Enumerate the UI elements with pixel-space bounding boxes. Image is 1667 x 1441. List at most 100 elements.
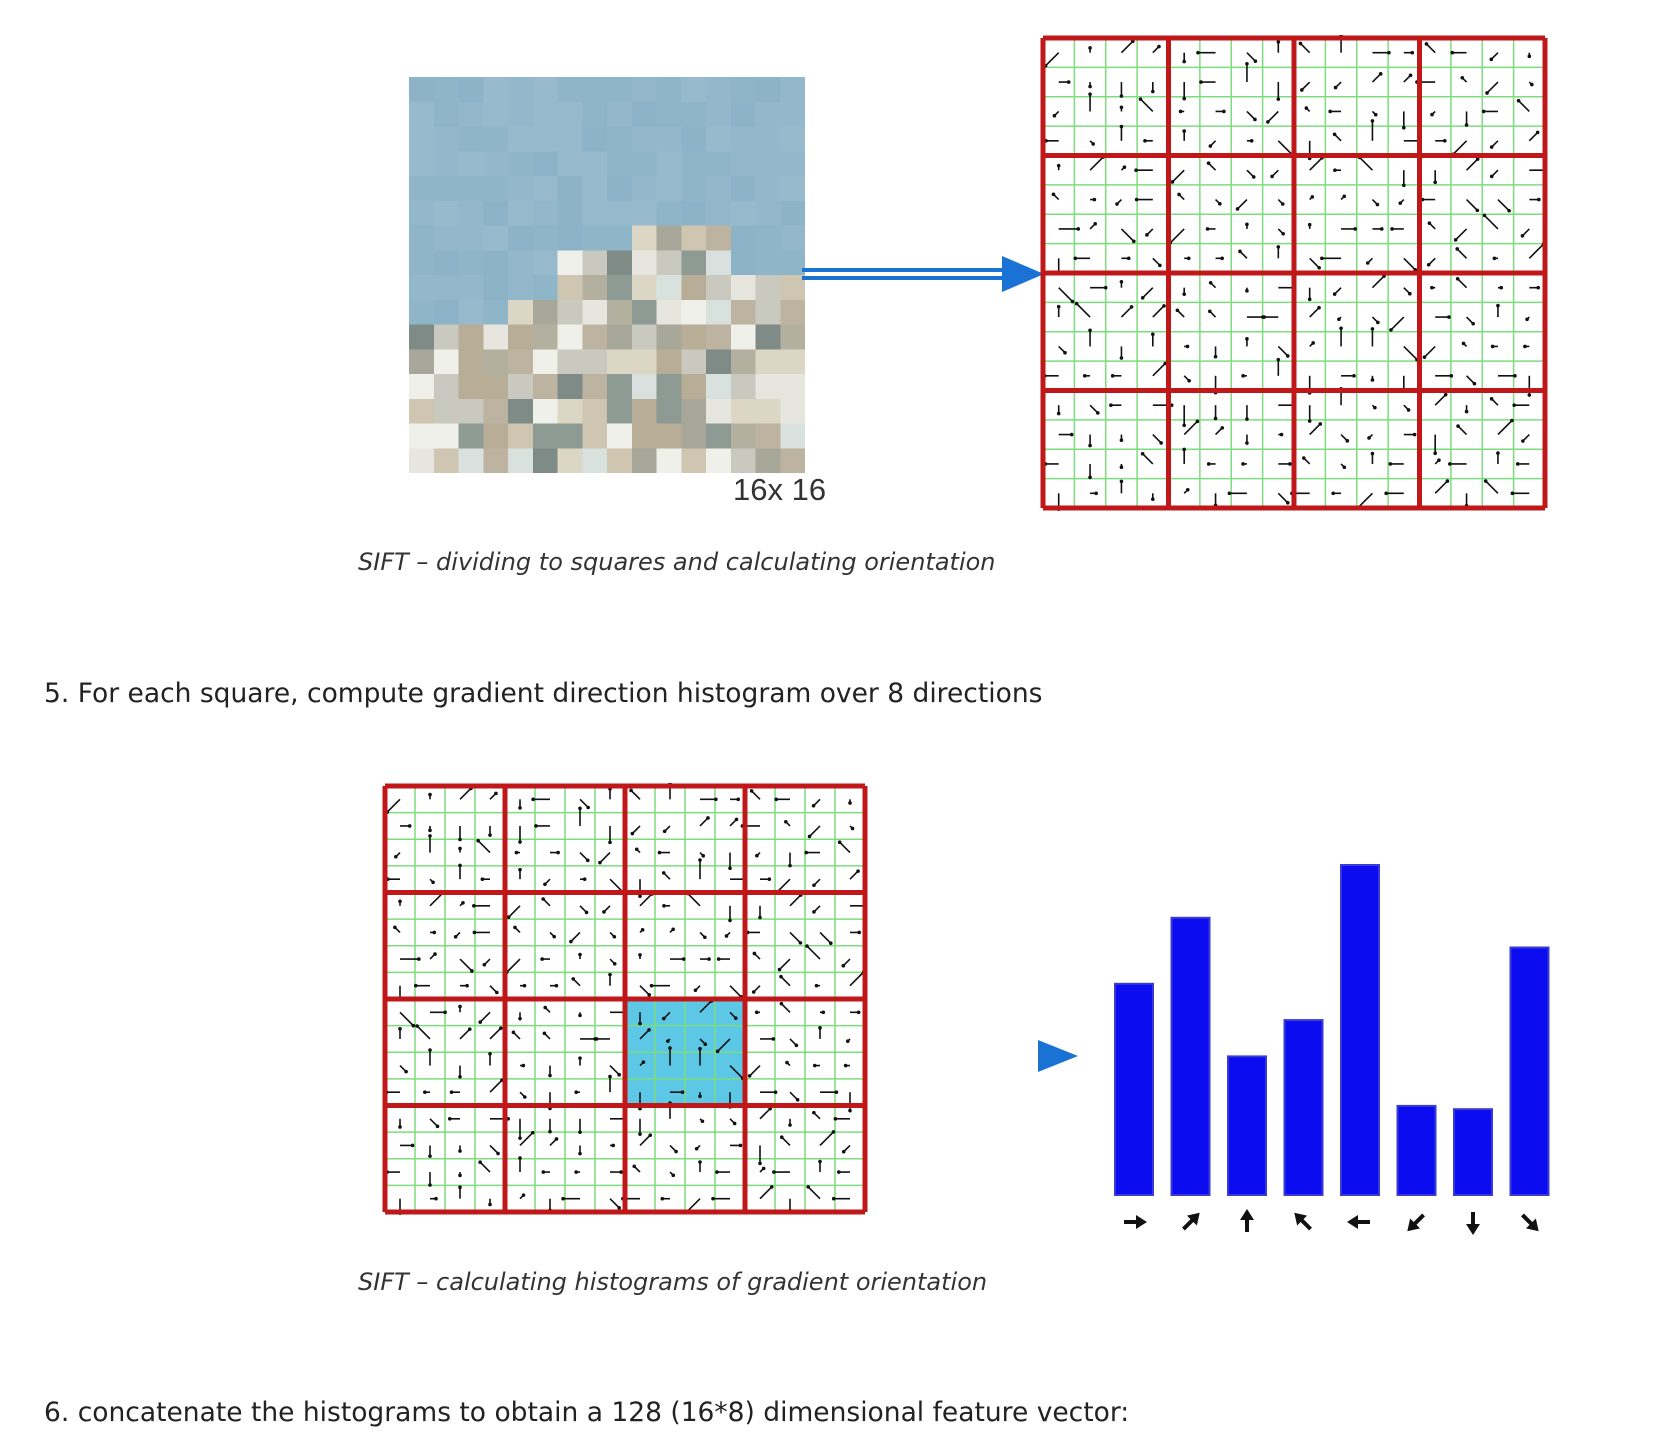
gradient-arrowhead: [531, 797, 535, 802]
gradient-arrowhead: [1332, 292, 1337, 296]
gradient-arrowhead: [698, 858, 702, 862]
gradient-arrowhead: [784, 819, 788, 824]
figure-caption: SIFT – calculating histograms of gradien…: [358, 1268, 988, 1296]
pixel: [483, 176, 509, 202]
pixel: [433, 324, 459, 350]
gradient-arrowhead: [671, 927, 675, 932]
gradient-arrowhead: [453, 935, 458, 939]
gradient-arrow: [1058, 287, 1074, 303]
gradient-arrowhead: [660, 1196, 665, 1201]
histogram-bar: [1509, 946, 1550, 1196]
gradient-arrow: [639, 1029, 650, 1040]
pixel: [755, 349, 781, 375]
gradient-arrowhead: [1129, 305, 1134, 309]
gradient-arrowhead: [1406, 408, 1411, 412]
gradient-arrowhead: [1317, 265, 1321, 270]
gradient-arrowhead: [1384, 491, 1388, 496]
right-arrow-icon: [740, 1040, 1078, 1072]
pixel: [730, 250, 756, 276]
gradient-arrowhead: [1276, 245, 1281, 249]
pixel: [681, 448, 707, 473]
gradient-arrowhead: [1220, 426, 1225, 430]
gradient-arrow: [1301, 81, 1311, 91]
pixel: [681, 250, 707, 276]
pixel: [656, 200, 682, 226]
gradient-arrow: [849, 971, 865, 987]
gradient-arrowhead: [814, 983, 819, 988]
gradient-arrowhead: [649, 983, 654, 988]
pixel: [532, 151, 558, 177]
gradient-arrowhead: [612, 962, 617, 966]
gradient-arrow: [1465, 198, 1478, 211]
gradient-arrowhead: [1461, 341, 1466, 346]
gradient-arrowhead: [523, 1095, 527, 1099]
gradient-arrowhead: [417, 957, 421, 961]
pixel: [631, 299, 657, 325]
pixel: [557, 448, 583, 473]
gradient-arrowhead: [1521, 439, 1525, 443]
pixel: [532, 349, 558, 375]
gradient-arrowhead: [394, 854, 398, 859]
pixel: [681, 423, 707, 449]
gradient-arrow: [781, 1136, 791, 1147]
gradient-arrowhead: [1379, 227, 1384, 231]
gradient-arrowhead: [1365, 261, 1370, 265]
gradient-arrowhead: [1430, 112, 1434, 117]
gradient-arrowhead: [1307, 297, 1312, 302]
pixel: [631, 101, 657, 127]
pixel: [631, 176, 657, 202]
gradient-arrowhead: [1310, 195, 1315, 199]
gradient-arrow: [1457, 278, 1468, 289]
pixel: [582, 349, 608, 375]
histogram-bar: [1396, 1104, 1437, 1196]
gradient-arrowhead: [1443, 139, 1447, 143]
gradient-arrowhead: [1490, 344, 1495, 349]
gradient-arrowhead: [511, 1030, 516, 1035]
gradient-arrowhead: [488, 1052, 492, 1056]
pixel: [532, 299, 558, 325]
pixel: [780, 398, 805, 424]
gradient-arrow: [1152, 305, 1165, 318]
gradient-arrowhead: [806, 1185, 810, 1189]
gradient-arrow: [459, 1028, 471, 1040]
gradient-arrowhead: [1091, 142, 1095, 146]
gradient-arrowhead: [666, 1039, 670, 1043]
gradient-arrowhead: [1489, 174, 1494, 179]
gradient-arrowhead: [556, 850, 560, 855]
pixel: [409, 101, 435, 127]
gradient-arrowhead: [1056, 411, 1061, 416]
gradient-arrowhead: [521, 1063, 526, 1068]
gradient-arrowhead: [1426, 263, 1431, 267]
gradient-arrow: [1528, 131, 1539, 142]
gradient-arrow: [1309, 423, 1321, 436]
gradient-arrow: [776, 878, 791, 893]
pixel: [458, 448, 484, 473]
histogram-bar: [1283, 1019, 1324, 1196]
gradient-arrowhead: [831, 1196, 836, 1201]
gradient-arrowhead: [724, 934, 729, 938]
pixel: [483, 126, 509, 152]
gradient-arrow: [599, 851, 611, 864]
pixel: [433, 151, 459, 177]
gradient-arrowhead: [662, 904, 666, 908]
gradient-arrowhead: [1088, 443, 1092, 448]
pixel: [409, 151, 435, 177]
pixel: [433, 299, 459, 325]
gradient-arrowhead: [1069, 432, 1074, 437]
pixel: [730, 225, 756, 251]
gradient-arrow: [1497, 419, 1513, 436]
pixel: [433, 200, 459, 226]
orientation-grid-highlighted: [382, 783, 868, 1215]
pixel: [508, 200, 534, 226]
gradient-arrowhead: [458, 846, 462, 851]
pixel: [755, 225, 781, 251]
pixel: [532, 423, 558, 449]
pixel: [508, 250, 534, 276]
gradient-arrowhead: [608, 840, 612, 845]
gradient-arrowhead: [578, 1151, 582, 1156]
gradient-arrowhead: [798, 941, 803, 945]
gradient-arrowhead: [1245, 441, 1249, 445]
figure-caption: SIFT – dividing to squares and calculati…: [358, 548, 996, 576]
gradient-arrowhead: [1182, 96, 1186, 101]
pixel: [607, 374, 633, 400]
